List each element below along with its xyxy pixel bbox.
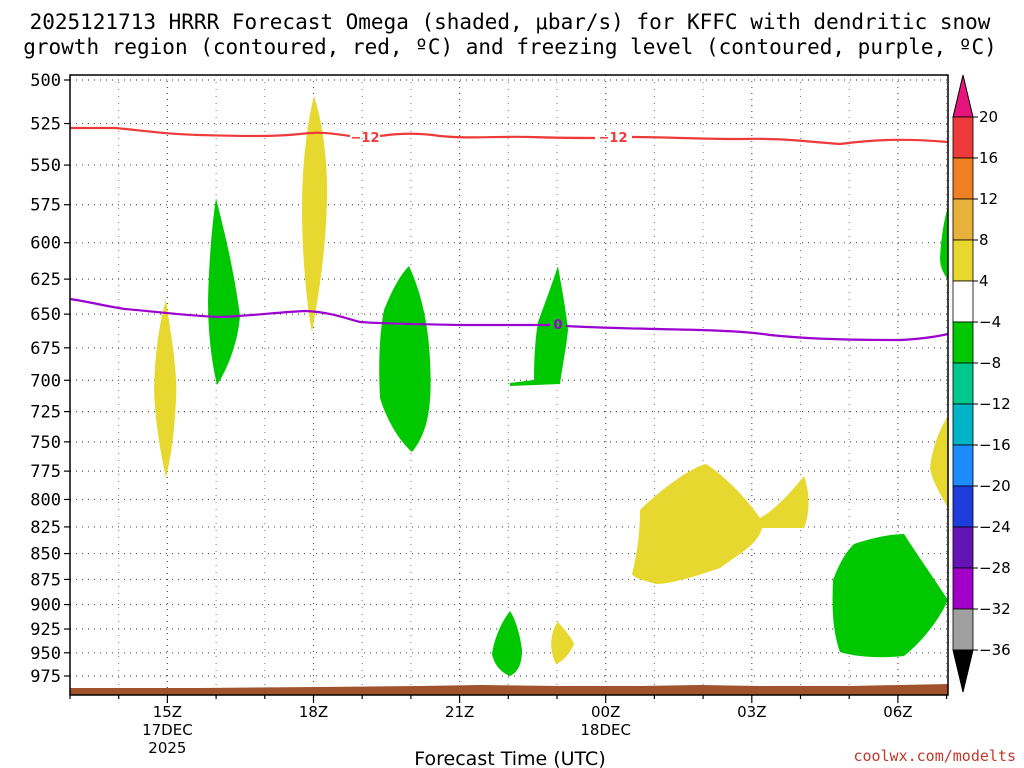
credit-text: coolwx.com/modelts bbox=[853, 747, 1016, 765]
colorbar-label: −28 bbox=[979, 559, 1011, 577]
omega-negative-region bbox=[208, 198, 240, 385]
y-tick-label: 900 bbox=[30, 596, 61, 616]
omega-shading bbox=[154, 96, 948, 676]
colorbar-label: −8 bbox=[979, 354, 1001, 372]
y-tick-label: 725 bbox=[30, 403, 61, 423]
colorbar-swatch bbox=[952, 198, 974, 241]
y-tick-label: 975 bbox=[30, 667, 61, 687]
colorbar-label: 20 bbox=[979, 108, 998, 126]
x-tick-label: 21Z bbox=[445, 703, 474, 721]
colorbar-label: 16 bbox=[979, 149, 998, 167]
omega-negative-region bbox=[379, 266, 431, 452]
colorbar-label: 8 bbox=[979, 231, 989, 249]
colorbar-label: −32 bbox=[979, 600, 1011, 618]
chart-title-line-1: 2025121713 HRRR Forecast Omega (shaded, … bbox=[30, 10, 991, 34]
x-tick-date-label: 17DEC bbox=[142, 721, 193, 739]
x-axis-title: Forecast Time (UTC) bbox=[414, 748, 605, 768]
y-tick-label: 800 bbox=[30, 490, 61, 510]
colorbar-label: −12 bbox=[979, 395, 1011, 413]
y-tick-label: 875 bbox=[30, 570, 61, 590]
colorbar-label: −4 bbox=[979, 313, 1001, 331]
colorbar-swatch bbox=[952, 444, 974, 487]
omega-positive-region bbox=[632, 464, 809, 584]
y-tick-label: 575 bbox=[30, 196, 61, 216]
y-tick-label: 650 bbox=[30, 305, 61, 325]
chart-title-line-2: growth region (contoured, red, ºC) and f… bbox=[23, 35, 997, 59]
dendritic-growth-contour bbox=[70, 126, 949, 146]
x-tick-label: 03Z bbox=[737, 703, 766, 721]
y-tick-label: 625 bbox=[30, 270, 61, 290]
colorbar-swatch bbox=[952, 526, 974, 569]
y-tick-label: 850 bbox=[30, 545, 61, 565]
omega-negative-region bbox=[940, 206, 948, 280]
colorbar-label: 4 bbox=[979, 272, 989, 290]
y-tick-label: 675 bbox=[30, 339, 61, 359]
freezing-level-contour bbox=[69, 297, 949, 342]
y-tick-label: 750 bbox=[30, 433, 61, 453]
omega-negative-region bbox=[832, 534, 948, 658]
colorbar-swatch bbox=[952, 567, 974, 610]
colorbar-label: −16 bbox=[979, 436, 1011, 454]
y-tick-label: 500 bbox=[30, 71, 61, 91]
plot-frame bbox=[69, 74, 949, 696]
x-tick-label: 18Z bbox=[299, 703, 328, 721]
omega-positive-region bbox=[302, 96, 328, 332]
colorbar-label: 12 bbox=[979, 190, 998, 208]
y-tick-label: 550 bbox=[30, 156, 61, 176]
omega-negative-region bbox=[492, 611, 522, 676]
dendritic-growth-contour-label: −12 bbox=[351, 131, 380, 146]
y-tick-label: 950 bbox=[30, 644, 61, 664]
y-tick-label: 525 bbox=[30, 115, 61, 135]
colorbar-swatch bbox=[952, 403, 974, 446]
x-tick-label: 00Z bbox=[591, 703, 620, 721]
colorbar-label: −36 bbox=[979, 641, 1011, 659]
omega-positive-region bbox=[930, 416, 948, 508]
freezing-level-contour-label: 0 bbox=[553, 318, 562, 333]
colorbar-label: −24 bbox=[979, 518, 1011, 536]
y-tick-label: 600 bbox=[30, 234, 61, 254]
colorbar-swatch bbox=[952, 280, 974, 323]
colorbar-bottom-arrow bbox=[952, 649, 974, 693]
colorbar-label: −20 bbox=[979, 477, 1011, 495]
contour-lines: −12 −12 0 bbox=[69, 126, 949, 342]
ground-surface bbox=[70, 684, 948, 695]
omega-positive-region bbox=[551, 622, 574, 664]
y-tick-label: 700 bbox=[30, 371, 61, 391]
colorbar-swatch bbox=[952, 157, 974, 200]
colorbar-top-arrow bbox=[952, 74, 974, 118]
y-tick-label: 925 bbox=[30, 620, 61, 640]
omega-positive-region bbox=[154, 300, 177, 478]
x-tick-label: 15Z bbox=[153, 703, 182, 721]
y-tick-label: 825 bbox=[30, 518, 61, 538]
x-tick-year-label: 2025 bbox=[148, 739, 186, 757]
x-tick-label: 06Z bbox=[883, 703, 912, 721]
plot-area bbox=[70, 75, 948, 695]
colorbar-swatch bbox=[952, 362, 974, 405]
colorbar-swatch bbox=[952, 239, 974, 282]
y-axis-pressure: 500 525 550 575 600 625 650 675 700 725 750 775 800 8… bbox=[30, 71, 70, 687]
colorbar-swatch bbox=[952, 321, 974, 364]
colorbar-swatch bbox=[952, 608, 974, 651]
colorbar-swatch bbox=[952, 485, 974, 528]
y-tick-label: 775 bbox=[30, 462, 61, 482]
x-tick-date-label: 18DEC bbox=[580, 721, 631, 739]
omega-colorbar: 20 16 12 8 4 −4 −8 −12 −16 −20 −24 −28 −32 −36 bbox=[952, 74, 1011, 693]
colorbar-swatch bbox=[952, 116, 974, 159]
dendritic-growth-contour-label: −12 bbox=[599, 131, 628, 146]
